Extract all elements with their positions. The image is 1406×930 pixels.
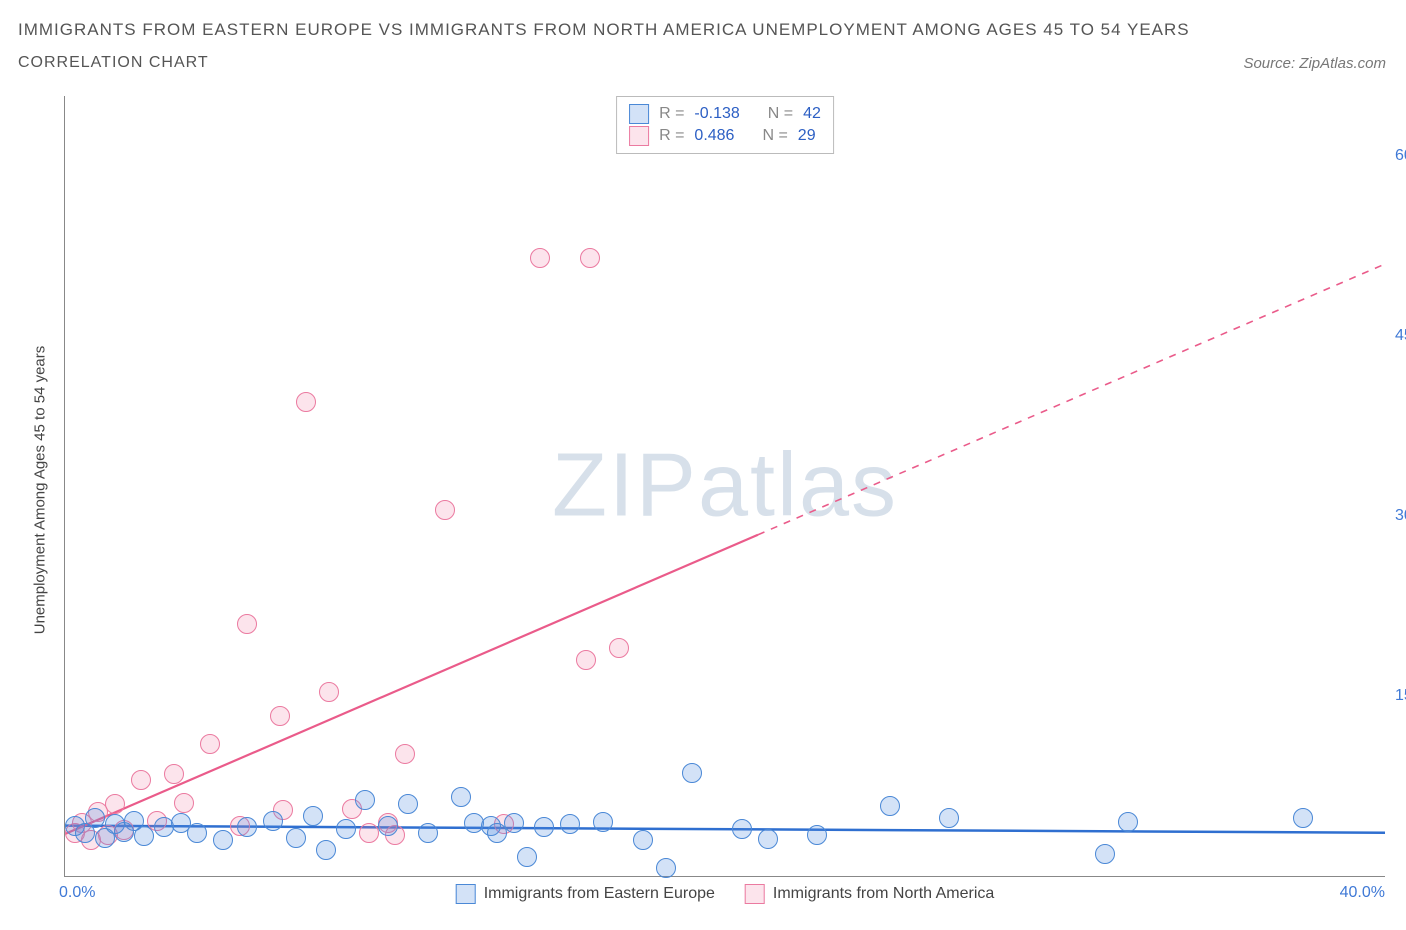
y-tick-label: 60.0% [1395,147,1406,165]
data-point-blue [398,794,418,814]
stats-legend-row-pink: R = 0.486 N = 29 [629,125,821,147]
data-point-blue [237,817,257,837]
data-point-blue [134,826,154,846]
data-point-pink [576,650,596,670]
data-point-pink [237,614,257,634]
scatter-plot: ZIPatlas R = -0.138 N = 42 R = 0.486 N =… [64,96,1385,877]
stats-legend-row-blue: R = -0.138 N = 42 [629,103,821,125]
data-point-pink [164,764,184,784]
data-point-pink [319,682,339,702]
series-legend-blue: Immigrants from Eastern Europe [456,884,715,904]
data-point-blue [355,790,375,810]
data-point-blue [187,823,207,843]
y-axis-title: Unemployment Among Ages 45 to 54 years [32,346,49,635]
y-tick-label: 45.0% [1395,327,1406,345]
data-point-pink [174,793,194,813]
x-tick-label: 0.0% [59,884,95,902]
data-point-blue [336,819,356,839]
data-point-blue [1118,812,1138,832]
data-point-blue [534,817,554,837]
series-legend: Immigrants from Eastern Europe Immigrant… [456,884,995,904]
y-tick-label: 15.0% [1395,687,1406,705]
chart-subtitle: CORRELATION CHART [18,54,209,72]
data-point-blue [732,819,752,839]
trend-lines [65,96,1385,876]
chart-title: IMMIGRANTS FROM EASTERN EUROPE VS IMMIGR… [18,20,1386,40]
series-legend-pink: Immigrants from North America [745,884,994,904]
stats-legend: R = -0.138 N = 42 R = 0.486 N = 29 [616,96,834,154]
swatch-pink [629,126,649,146]
data-point-pink [530,248,550,268]
data-point-blue [451,787,471,807]
source-attribution: Source: ZipAtlas.com [1243,55,1386,72]
data-point-blue [939,808,959,828]
swatch-blue [629,104,649,124]
data-point-pink [435,500,455,520]
data-point-blue [593,812,613,832]
swatch-pink [745,884,765,904]
data-point-blue [303,806,323,826]
data-point-blue [633,830,653,850]
data-point-blue [1095,844,1115,864]
data-point-blue [517,847,537,867]
data-point-pink [270,706,290,726]
data-point-blue [418,823,438,843]
data-point-blue [213,830,233,850]
data-point-blue [316,840,336,860]
data-point-blue [263,811,283,831]
y-tick-label: 30.0% [1395,507,1406,525]
data-point-pink [609,638,629,658]
watermark: ZIPatlas [552,435,898,538]
data-point-pink [296,392,316,412]
data-point-pink [105,794,125,814]
data-point-pink [200,734,220,754]
data-point-blue [504,813,524,833]
data-point-blue [378,816,398,836]
data-point-blue [1293,808,1313,828]
data-point-pink [131,770,151,790]
swatch-blue [456,884,476,904]
data-point-blue [880,796,900,816]
data-point-blue [286,828,306,848]
data-point-blue [807,825,827,845]
data-point-blue [560,814,580,834]
data-point-blue [656,858,676,878]
data-point-blue [758,829,778,849]
data-point-blue [682,763,702,783]
data-point-blue [85,808,105,828]
data-point-pink [359,823,379,843]
data-point-pink [395,744,415,764]
data-point-pink [580,248,600,268]
x-tick-label: 40.0% [1340,884,1385,902]
